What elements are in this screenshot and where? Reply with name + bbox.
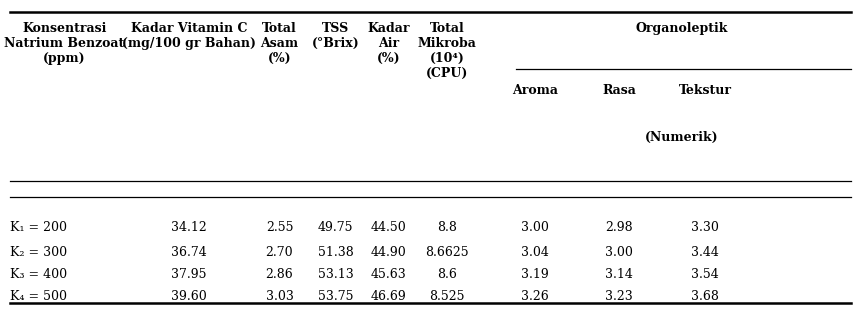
Text: 53.13: 53.13	[317, 268, 353, 281]
Text: 2.86: 2.86	[266, 268, 293, 281]
Text: K₂ = 300: K₂ = 300	[10, 246, 67, 259]
Text: 3.14: 3.14	[605, 268, 633, 281]
Text: 2.98: 2.98	[605, 221, 633, 234]
Text: K₃ = 400: K₃ = 400	[10, 268, 67, 281]
Text: 3.19: 3.19	[521, 268, 549, 281]
Text: Konsentrasi
Natrium Benzoat
(ppm): Konsentrasi Natrium Benzoat (ppm)	[4, 22, 125, 65]
Text: 44.90: 44.90	[371, 246, 407, 259]
Text: 53.75: 53.75	[317, 290, 353, 303]
Text: 44.50: 44.50	[371, 221, 407, 234]
Text: Rasa: Rasa	[602, 84, 636, 97]
Text: 3.03: 3.03	[266, 290, 293, 303]
Text: 8.8: 8.8	[437, 221, 458, 234]
Text: 2.55: 2.55	[266, 221, 293, 234]
Text: Kadar Vitamin C
(mg/100 gr Bahan): Kadar Vitamin C (mg/100 gr Bahan)	[122, 22, 256, 50]
Text: 2.70: 2.70	[266, 246, 293, 259]
Text: 3.00: 3.00	[521, 221, 549, 234]
Text: 3.23: 3.23	[605, 290, 633, 303]
Text: 3.00: 3.00	[605, 246, 633, 259]
Text: Total
Asam
(%): Total Asam (%)	[261, 22, 298, 65]
Text: Tekstur: Tekstur	[679, 84, 732, 97]
Text: 8.6625: 8.6625	[426, 246, 469, 259]
Text: 49.75: 49.75	[317, 221, 353, 234]
Text: 3.30: 3.30	[691, 221, 719, 234]
Text: K₄ = 500: K₄ = 500	[10, 290, 67, 303]
Text: (Numerik): (Numerik)	[645, 131, 719, 144]
Text: 36.74: 36.74	[171, 246, 207, 259]
Text: 8.6: 8.6	[437, 268, 458, 281]
Text: 3.68: 3.68	[691, 290, 719, 303]
Text: 34.12: 34.12	[171, 221, 207, 234]
Text: 3.26: 3.26	[521, 290, 549, 303]
Text: 51.38: 51.38	[317, 246, 353, 259]
Text: 3.44: 3.44	[691, 246, 719, 259]
Text: Organoleptik: Organoleptik	[636, 22, 728, 35]
Text: 3.54: 3.54	[691, 268, 719, 281]
Text: Kadar
Air
(%): Kadar Air (%)	[367, 22, 410, 65]
Text: 3.04: 3.04	[521, 246, 549, 259]
Text: 8.525: 8.525	[429, 290, 465, 303]
Text: 45.63: 45.63	[371, 268, 407, 281]
Text: 39.60: 39.60	[171, 290, 207, 303]
Text: 37.95: 37.95	[171, 268, 207, 281]
Text: K₁ = 200: K₁ = 200	[10, 221, 67, 234]
Text: TSS
(°Brix): TSS (°Brix)	[311, 22, 359, 50]
Text: Total
Mikroba
(10⁴)
(CPU): Total Mikroba (10⁴) (CPU)	[418, 22, 476, 80]
Text: 46.69: 46.69	[371, 290, 407, 303]
Text: Aroma: Aroma	[512, 84, 558, 97]
